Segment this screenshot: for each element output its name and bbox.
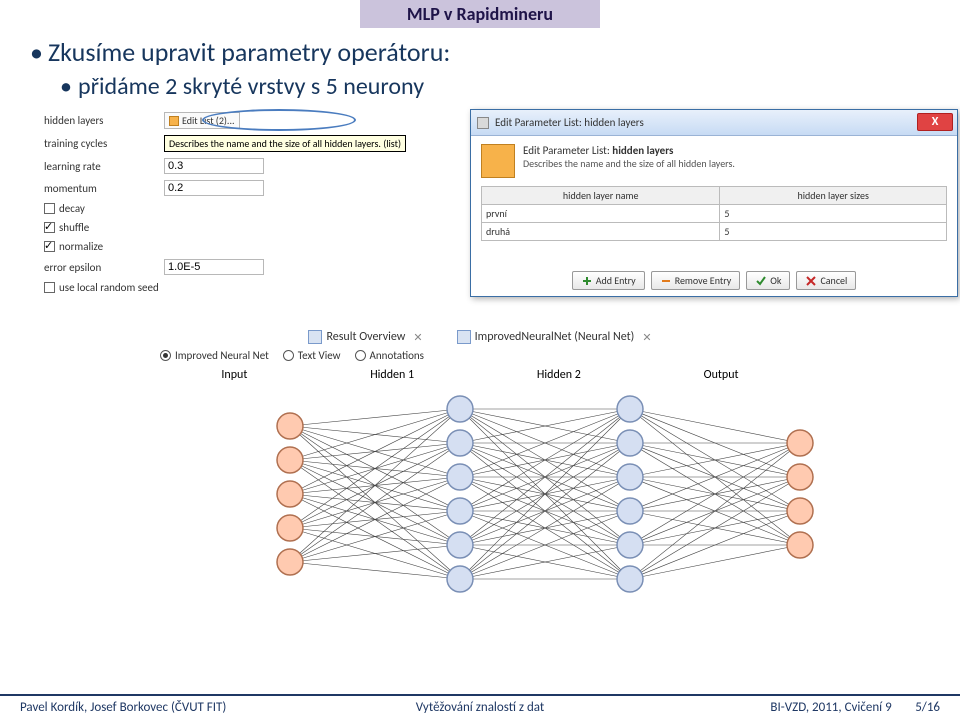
decay-checkbox[interactable] xyxy=(44,203,55,214)
dialog-icon xyxy=(477,117,489,129)
layer-label: Input xyxy=(221,368,247,382)
edit-icon xyxy=(169,116,179,126)
highlight-ellipse xyxy=(202,109,356,131)
param-label: error epsilon xyxy=(40,256,160,278)
plus-icon xyxy=(581,275,593,287)
slide-title-bar: MLP v Rapidmineru xyxy=(360,0,600,28)
subtab-annotations[interactable]: Annotations xyxy=(355,349,424,362)
neural-net-diagram xyxy=(130,384,950,604)
add-entry-button[interactable]: Add Entry xyxy=(572,271,645,290)
param-label: hidden layers xyxy=(40,109,160,132)
cell[interactable]: 5 xyxy=(720,223,947,241)
bullet-1: Zkusíme upravit parametry operátoru: xyxy=(48,36,450,68)
dialog-titlebar: Edit Parameter List: hidden layers X xyxy=(471,110,957,136)
parameters-panel: hidden layers Edit List (2)... training … xyxy=(40,109,960,309)
results-panel: Result Overview✕ ImprovedNeuralNet (Neur… xyxy=(130,327,830,604)
remove-entry-button[interactable]: Remove Entry xyxy=(651,271,741,290)
shuffle-label: shuffle xyxy=(59,221,89,234)
tab-icon xyxy=(308,330,322,344)
radio-icon xyxy=(355,350,366,361)
normalize-checkbox[interactable] xyxy=(44,241,55,252)
dialog-close-button[interactable]: X xyxy=(917,113,953,131)
dialog-table: hidden layer name hidden layer sizes prv… xyxy=(481,186,947,241)
tab-icon xyxy=(457,330,471,344)
dialog-header-icon xyxy=(481,144,515,178)
col-header: hidden layer sizes xyxy=(720,187,947,205)
bullet-list: •Zkusíme upravit parametry operátoru: •p… xyxy=(30,36,960,101)
param-table: hidden layers Edit List (2)... training … xyxy=(40,109,420,297)
radio-icon xyxy=(160,350,171,361)
bullet-2: přidáme 2 skryté vrstvy s 5 neurony xyxy=(78,72,424,101)
edit-list-dialog: Edit Parameter List: hidden layers X Edi… xyxy=(470,109,958,297)
dialog-title: Edit Parameter List: hidden layers xyxy=(495,116,644,129)
table-row: první 5 xyxy=(482,205,947,223)
layer-label: Hidden 2 xyxy=(537,368,581,382)
footer-page: 5/16 xyxy=(915,700,940,715)
footer-right: BI-VZD, 2011, Cvičení 9 xyxy=(770,700,891,715)
local-seed-label: use local random seed xyxy=(59,281,159,294)
close-icon[interactable]: ✕ xyxy=(413,331,422,344)
col-header: hidden layer name xyxy=(482,187,720,205)
minus-icon xyxy=(660,275,672,287)
radio-icon xyxy=(283,350,294,361)
cell[interactable]: druhá xyxy=(482,223,720,241)
subtab-improved-nn[interactable]: Improved Neural Net xyxy=(160,349,269,362)
cell[interactable]: 5 xyxy=(720,205,947,223)
check-icon xyxy=(755,275,767,287)
footer-center: Vytěžování znalostí z dat xyxy=(416,700,544,715)
tab-neuralnet[interactable]: ImprovedNeuralNet (Neural Net)✕ xyxy=(450,327,659,347)
slide-title: MLP v Rapidmineru xyxy=(407,3,553,25)
shuffle-checkbox[interactable] xyxy=(44,222,55,233)
momentum-input[interactable] xyxy=(164,180,264,196)
footer: Pavel Kordík, Josef Borkovec (ČVUT FIT) … xyxy=(0,694,960,718)
learning-rate-input[interactable] xyxy=(164,158,264,174)
decay-label: decay xyxy=(59,202,85,215)
subtab-textview[interactable]: Text View xyxy=(283,349,341,362)
dialog-header-desc: Describes the name and the size of all h… xyxy=(523,157,735,170)
tooltip: Describes the name and the size of all h… xyxy=(164,135,406,152)
tab-result-overview[interactable]: Result Overview✕ xyxy=(301,327,429,347)
cell[interactable]: první xyxy=(482,205,720,223)
layer-label: Output xyxy=(704,368,739,382)
close-icon[interactable]: ✕ xyxy=(642,331,651,344)
layer-label: Hidden 1 xyxy=(370,368,414,382)
param-label: training cycles xyxy=(40,132,160,155)
dialog-header-bold: hidden layers xyxy=(612,144,673,157)
param-label: momentum xyxy=(40,177,160,199)
normalize-label: normalize xyxy=(59,240,103,253)
error-epsilon-input[interactable] xyxy=(164,259,264,275)
x-icon xyxy=(805,275,817,287)
footer-left: Pavel Kordík, Josef Borkovec (ČVUT FIT) xyxy=(20,700,226,715)
table-row: druhá 5 xyxy=(482,223,947,241)
param-label: learning rate xyxy=(40,155,160,177)
cancel-button[interactable]: Cancel xyxy=(796,271,856,290)
local-seed-checkbox[interactable] xyxy=(44,282,55,293)
ok-button[interactable]: Ok xyxy=(746,271,790,290)
